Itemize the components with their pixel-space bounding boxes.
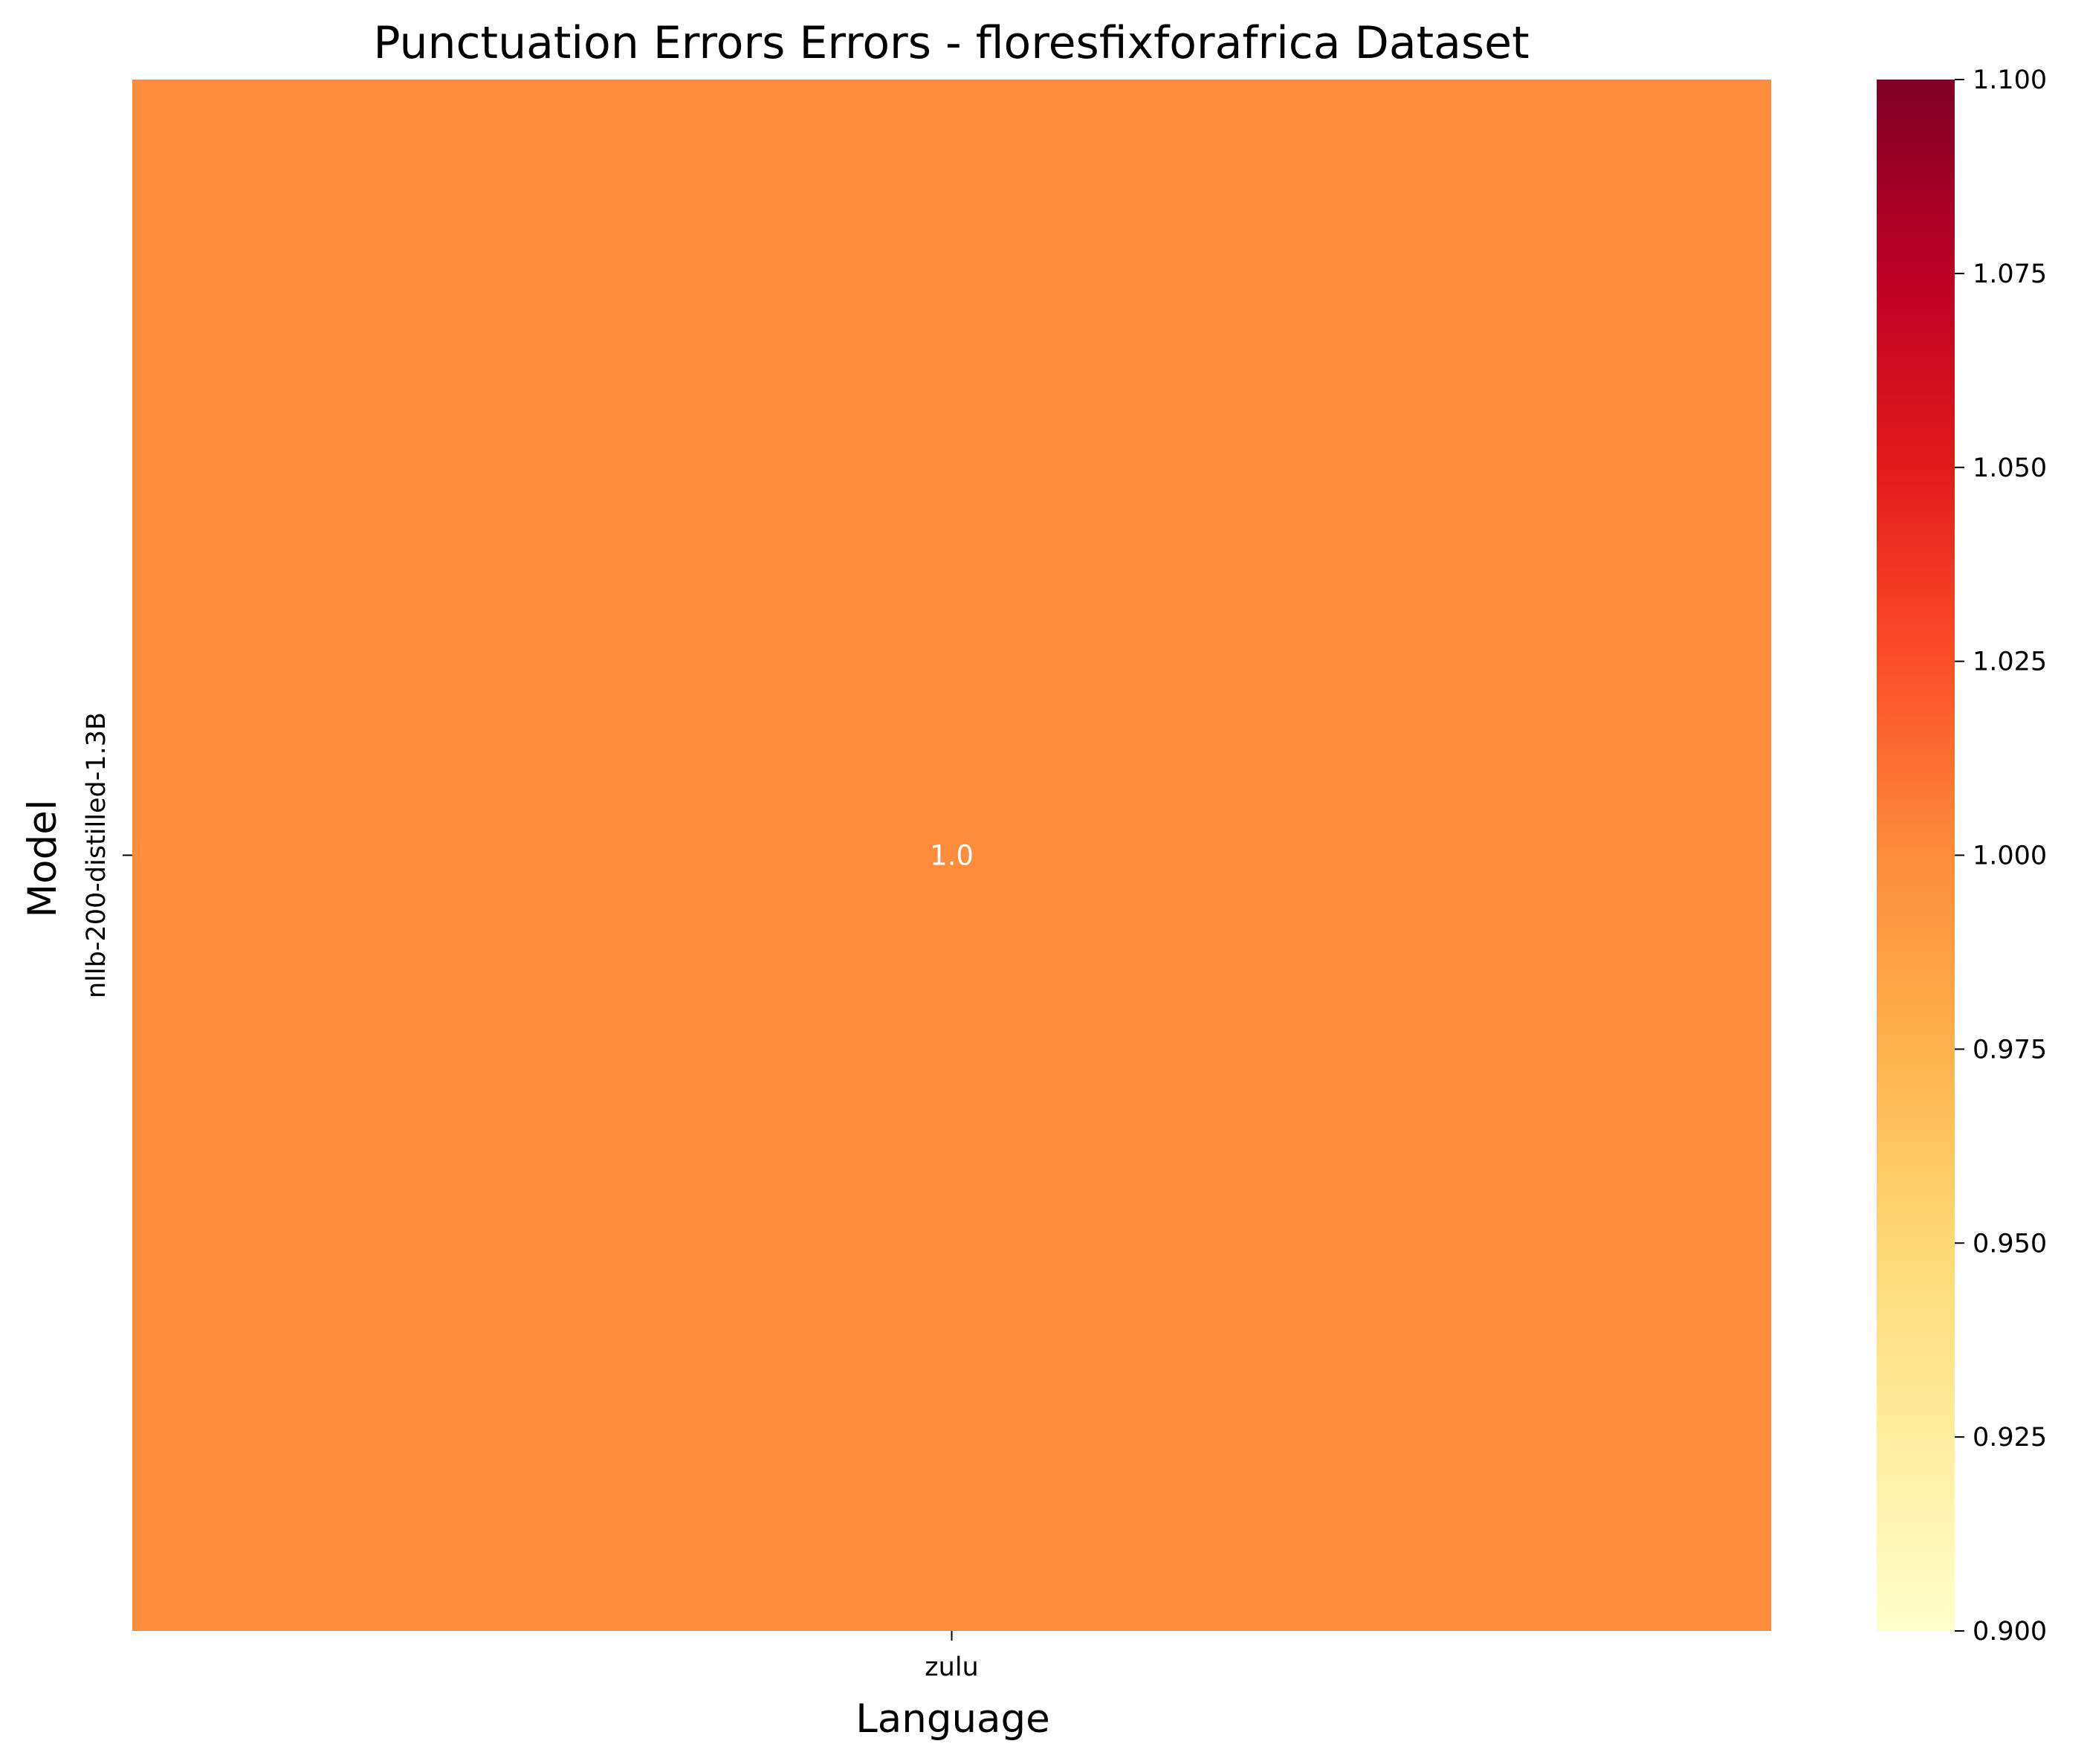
colorbar-ticks: 0.900 0.925 0.950 0.975 1.000 1.025 1.050 1.075… [1955,65,2047,1647]
x-tick-label: zulu [925,1652,978,1682]
colorbar-tick-label: 1.075 [1973,259,2047,289]
colorbar-tick-label: 0.900 [1973,1617,2047,1647]
chart-title: Punctuation Errors Errors - floresfixfor… [373,17,1529,69]
colorbar-tick-label: 0.975 [1973,1035,2047,1064]
x-axis: zulu [925,1631,979,1682]
colorbar-tick-label: 0.950 [1973,1229,2047,1259]
colorbar-tick-label: 1.025 [1973,647,2047,677]
cell-annotation: 1.0 [930,840,974,872]
colorbar-tick-label: 0.925 [1973,1423,2047,1453]
colorbar-gradient [1877,80,1955,1631]
colorbar-tick-label: 1.050 [1973,453,2047,483]
heatmap-cell [132,80,1771,1631]
y-axis-label: Model [20,799,65,917]
heatmap-cells: 1.0 [132,80,1771,1631]
y-axis: nllb-200-distilled-1.3B [82,712,132,998]
y-tick-label: nllb-200-distilled-1.3B [82,712,111,998]
colorbar: 0.900 0.925 0.950 0.975 1.000 1.025 1.050 1.075… [1877,65,2047,1647]
colorbar-tick-label: 1.000 [1973,841,2047,871]
x-axis-label: Language [855,1696,1050,1742]
colorbar-tick-label: 1.100 [1973,65,2047,95]
